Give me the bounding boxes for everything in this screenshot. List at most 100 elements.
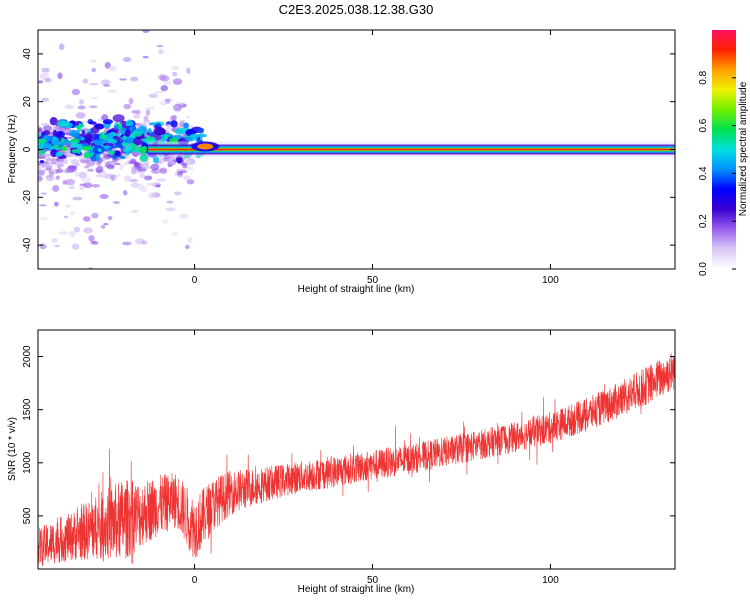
signal-blob [112,114,125,123]
noise-blob [64,104,75,110]
noise-blob [108,65,117,72]
noise-blob [146,182,157,186]
noise-blob [90,241,98,244]
noise-blob [129,178,138,183]
noise-blob [38,170,46,176]
noise-blob [73,226,81,233]
noise-blob [130,158,137,164]
noise-blob [44,77,52,83]
noise-blob [91,212,99,219]
noise-blob [165,98,171,104]
noise-blob [172,78,183,85]
signal-blob [139,154,148,162]
signal-core [88,149,94,154]
signal-core [38,138,46,142]
noise-blob [140,171,146,174]
signal-blob [124,129,131,137]
noise-blob [175,125,184,129]
noise-blob [91,183,100,188]
snr-plot-area [38,330,675,569]
noise-blob [116,174,121,177]
y-tick-label: -20 [22,190,33,205]
signal-blob [166,121,171,125]
signal-core [93,139,104,146]
y-tick-label: 500 [22,507,33,524]
noise-blob [78,171,87,179]
noise-blob [55,175,60,180]
colorbar-tick-label: 0.8 [698,70,709,84]
noise-blob [140,185,148,193]
signal-core [97,147,102,153]
noise-blob [103,222,109,226]
signal-core [99,134,106,140]
signal-core [119,155,126,160]
noise-blob [80,128,89,131]
noise-blob [148,93,158,98]
noise-blob [39,204,47,207]
noise-blob [106,164,115,170]
signal-blob [57,120,69,128]
noise-blob [91,68,96,73]
noise-blob [82,120,88,124]
noise-blob [95,174,102,178]
noise-blob [167,159,174,166]
noise-blob [71,159,79,164]
signal-blob [94,123,105,130]
noise-blob [179,170,188,173]
noise-blob [143,119,151,123]
snr-series-line [38,350,675,567]
signal-core [60,137,65,143]
signal-core [140,149,147,154]
signal-blob [195,133,208,138]
signal-core [144,139,150,144]
noise-blob [103,84,111,87]
noise-blob [141,240,148,245]
noise-blob [162,219,168,224]
noise-blob [140,163,149,169]
signal-core [71,141,78,148]
noise-blob [159,167,168,174]
page-title: C2E3.2025.038.12.38.G30 [279,2,434,17]
noise-blob [62,180,67,185]
noise-blob [82,216,91,222]
signal-blob [118,122,123,132]
noise-blob [40,192,48,195]
noise-blob [88,267,94,269]
noise-blob [45,175,55,182]
noise-blob [165,126,171,133]
noise-blob [79,183,86,187]
noise-blob [182,175,191,181]
noise-blob [75,112,86,119]
noise-blob [89,105,98,109]
noise-blob [158,7,164,12]
noise-blob [70,210,76,216]
signal-core [55,151,63,157]
y-tick-label: -40 [22,237,33,252]
spectrogram-ylabel: Frequency (Hz) [7,115,18,184]
noise-blob [186,67,191,75]
noise-blob [147,192,156,199]
noise-blob [88,234,95,242]
signal-core [83,152,94,158]
x-tick-label: 100 [542,575,559,586]
noise-blob [60,162,65,168]
snr-axes: 0 50 100 500 1000 1500 2000 [22,330,675,586]
colorbar-tick-label: 0.4 [698,166,709,180]
noise-blob [171,71,178,77]
noise-blob [171,232,179,236]
noise-blob [187,236,193,244]
signal-blob [55,131,66,138]
noise-blob [87,168,94,172]
signal-core [131,149,140,153]
noise-blob [56,168,64,173]
noise-blob [74,171,81,177]
noise-blob [132,114,141,119]
noise-blob [69,186,75,190]
signal-core [110,138,118,144]
signal-core [124,138,129,143]
noise-blob [142,30,150,33]
noise-blob [42,163,53,168]
x-tick-label: 50 [367,275,379,286]
noise-blob [39,217,48,221]
